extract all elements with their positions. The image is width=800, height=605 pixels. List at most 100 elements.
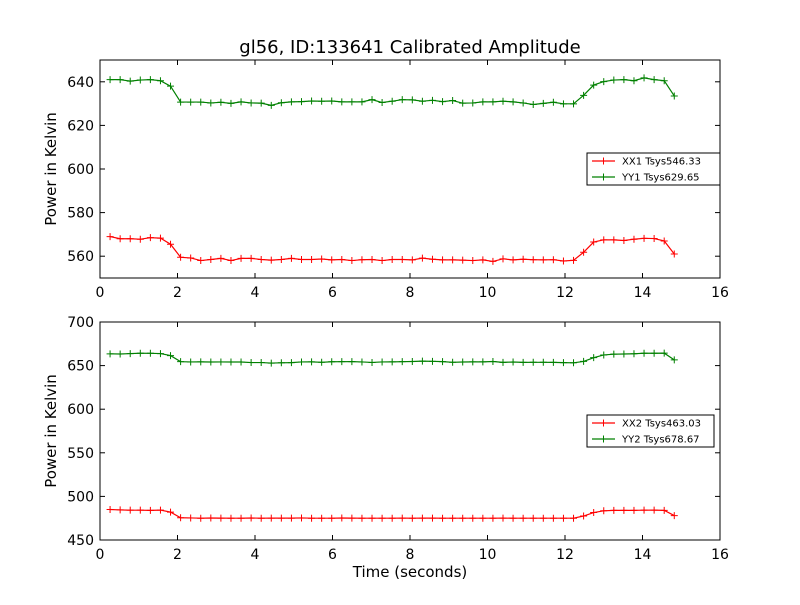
data-point	[580, 357, 588, 365]
y-tick-label: 450	[67, 533, 94, 549]
data-point	[428, 255, 436, 263]
data-point	[348, 257, 356, 265]
data-point	[378, 514, 386, 522]
data-point	[277, 359, 285, 367]
data-point	[227, 99, 235, 107]
y-axis-label: Power in Kelvin	[42, 374, 60, 488]
data-point	[408, 96, 416, 104]
data-point	[217, 254, 225, 262]
data-point	[539, 256, 547, 264]
data-point	[549, 514, 557, 522]
data-point	[126, 77, 134, 85]
figure-title: gl56, ID:133641 Calibrated Amplitude	[239, 37, 580, 58]
data-point	[257, 99, 265, 107]
x-tick-label: 12	[556, 285, 574, 301]
data-point	[207, 358, 215, 366]
data-point	[640, 234, 648, 242]
data-point	[630, 506, 638, 514]
x-tick-label: 6	[328, 547, 337, 563]
data-point	[338, 255, 346, 263]
data-point	[509, 514, 517, 522]
data-point	[167, 82, 175, 90]
data-point	[650, 235, 658, 243]
data-point	[237, 254, 245, 262]
data-point	[670, 250, 678, 258]
data-point	[106, 233, 114, 241]
y-axis-label: Power in Kelvin	[42, 112, 60, 226]
data-point	[237, 98, 245, 106]
data-point	[227, 514, 235, 522]
data-point	[358, 514, 366, 522]
data-point	[519, 99, 527, 107]
data-point	[570, 100, 578, 108]
data-point	[580, 512, 588, 520]
y-tick-label: 700	[67, 315, 94, 331]
data-point	[489, 514, 497, 522]
data-point	[499, 97, 507, 105]
x-tick-label: 4	[251, 285, 260, 301]
data-point	[509, 256, 517, 264]
data-point	[277, 514, 285, 522]
data-point	[630, 235, 638, 243]
data-point	[439, 98, 447, 106]
data-point	[610, 350, 618, 358]
data-point	[439, 256, 447, 264]
data-point	[358, 256, 366, 264]
data-point	[539, 514, 547, 522]
data-point	[529, 514, 537, 522]
data-point	[519, 255, 527, 263]
data-point	[489, 98, 497, 106]
data-point	[610, 506, 618, 514]
data-point	[600, 236, 608, 244]
data-point	[247, 254, 255, 262]
data-point	[247, 99, 255, 107]
bottom-chart: 0 2 4 6 8 10 12 14 16 450 500 550 600 650 700 Power in …	[42, 315, 729, 581]
data-point	[146, 76, 154, 84]
data-point	[449, 256, 457, 264]
data-point	[519, 358, 527, 366]
data-point	[660, 237, 668, 245]
data-point	[338, 98, 346, 106]
data-point	[600, 351, 608, 359]
data-point	[257, 255, 265, 263]
data-point	[428, 357, 436, 365]
legend-label: XX2 Tsys463.03	[622, 419, 701, 430]
data-point	[348, 98, 356, 106]
data-point	[257, 514, 265, 522]
data-point	[156, 350, 164, 358]
x-tick-label: 8	[406, 285, 415, 301]
legend-label: YY1 Tsys629.65	[621, 173, 700, 184]
top-chart: 0 2 4 6 8 10 12 14 16 560 580 600 620 640 Power in Kel…	[42, 59, 729, 301]
data-point	[570, 514, 578, 522]
data-point	[398, 96, 406, 104]
data-point	[660, 77, 668, 85]
data-point	[318, 358, 326, 366]
data-point	[187, 514, 195, 522]
data-point	[620, 350, 628, 358]
x-tick-label: 10	[479, 547, 497, 563]
data-point	[126, 506, 134, 514]
data-point	[509, 98, 517, 106]
data-point	[398, 255, 406, 263]
legend-label: YY2 Tsys678.67	[621, 435, 700, 446]
y-tick-label: 620	[67, 118, 94, 134]
data-point	[439, 514, 447, 522]
data-point	[217, 358, 225, 366]
data-point	[298, 514, 305, 522]
data-point	[630, 77, 638, 85]
data-point	[549, 358, 557, 366]
data-point	[459, 514, 467, 522]
data-point	[328, 97, 336, 105]
data-point	[600, 78, 608, 86]
data-point	[549, 256, 557, 264]
data-point	[559, 359, 567, 367]
data-point	[479, 514, 487, 522]
data-point	[459, 99, 467, 107]
data-point	[116, 235, 124, 243]
data-point	[580, 248, 588, 256]
data-point	[338, 514, 346, 522]
data-point	[449, 358, 457, 366]
data-point	[388, 514, 396, 522]
series-markers-2	[106, 74, 678, 109]
